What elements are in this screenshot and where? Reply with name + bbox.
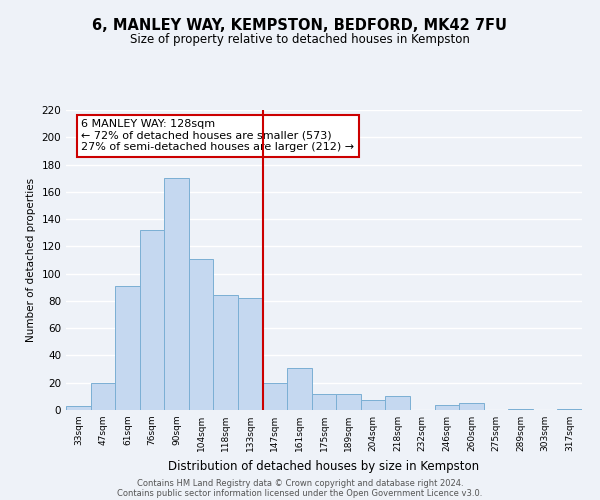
Bar xyxy=(336,394,361,410)
Bar xyxy=(189,258,214,410)
Bar xyxy=(91,382,115,410)
Text: Contains public sector information licensed under the Open Government Licence v3: Contains public sector information licen… xyxy=(118,488,482,498)
Bar xyxy=(140,230,164,410)
Bar xyxy=(459,403,484,410)
Bar xyxy=(238,298,263,410)
Bar xyxy=(312,394,336,410)
Bar xyxy=(115,286,140,410)
Bar xyxy=(287,368,312,410)
Bar xyxy=(508,408,533,410)
Bar xyxy=(361,400,385,410)
X-axis label: Distribution of detached houses by size in Kempston: Distribution of detached houses by size … xyxy=(169,460,479,472)
Bar xyxy=(263,382,287,410)
Bar xyxy=(164,178,189,410)
Bar xyxy=(66,406,91,410)
Bar xyxy=(557,408,582,410)
Bar xyxy=(385,396,410,410)
Bar xyxy=(214,296,238,410)
Bar xyxy=(434,404,459,410)
Text: Size of property relative to detached houses in Kempston: Size of property relative to detached ho… xyxy=(130,32,470,46)
Text: Contains HM Land Registry data © Crown copyright and database right 2024.: Contains HM Land Registry data © Crown c… xyxy=(137,478,463,488)
Text: 6 MANLEY WAY: 128sqm
← 72% of detached houses are smaller (573)
27% of semi-deta: 6 MANLEY WAY: 128sqm ← 72% of detached h… xyxy=(82,119,355,152)
Text: 6, MANLEY WAY, KEMPSTON, BEDFORD, MK42 7FU: 6, MANLEY WAY, KEMPSTON, BEDFORD, MK42 7… xyxy=(92,18,508,32)
Y-axis label: Number of detached properties: Number of detached properties xyxy=(26,178,36,342)
